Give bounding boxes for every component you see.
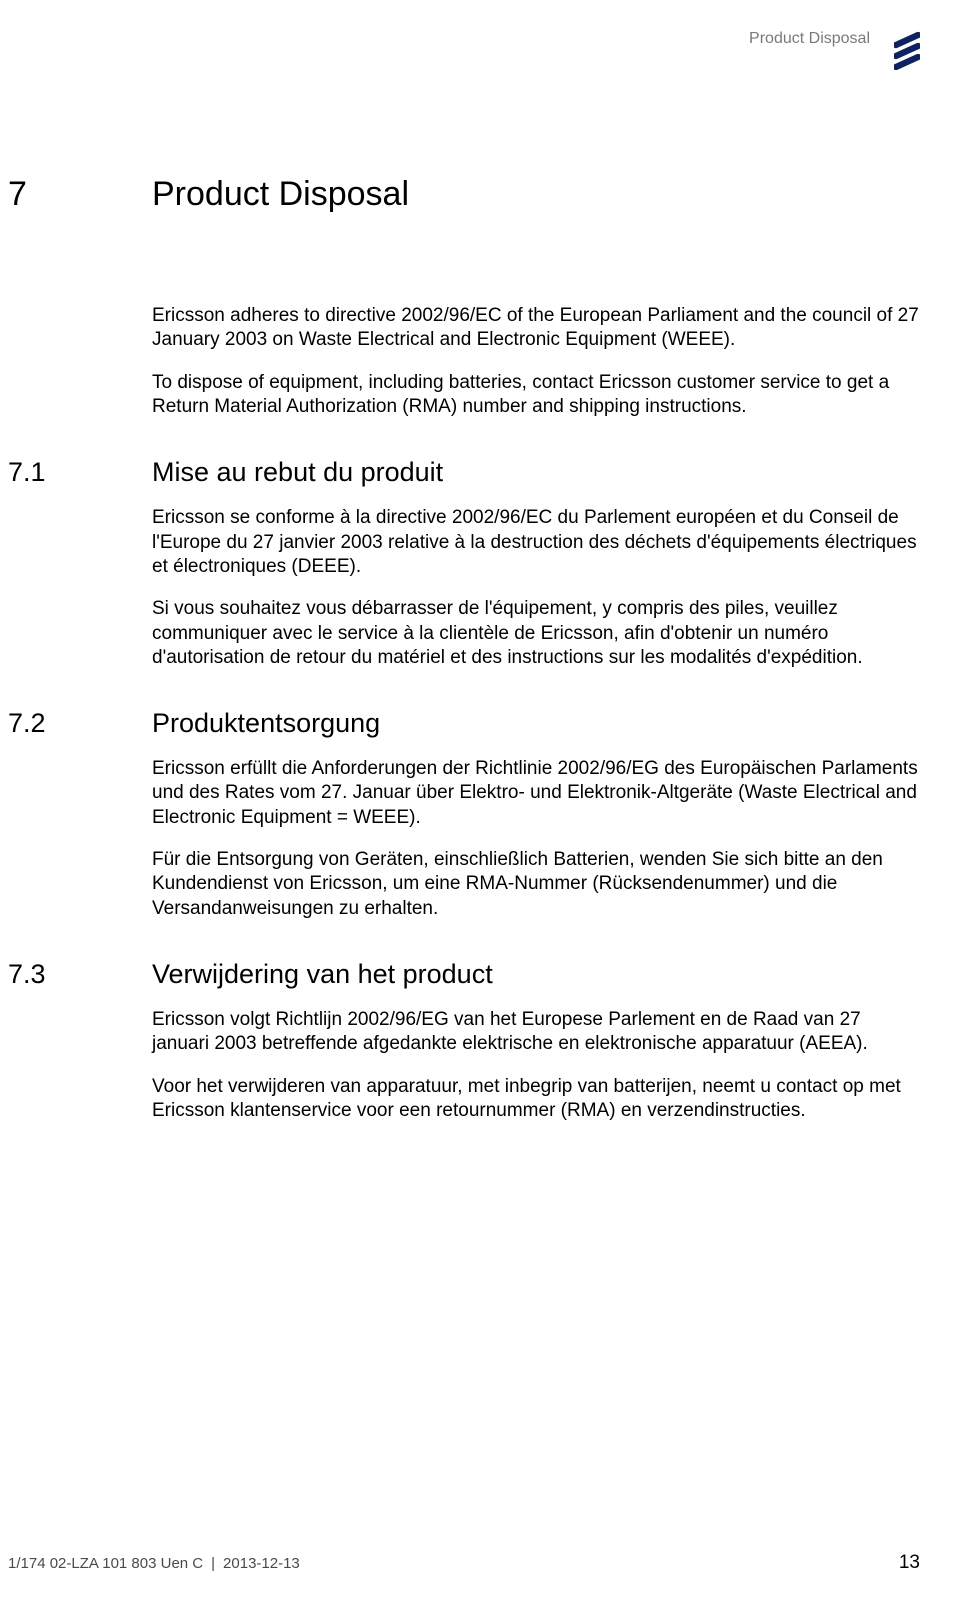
section-number: 7 <box>8 175 152 214</box>
subsection-title: Produktentsorgung <box>152 708 380 739</box>
subsection-title: Verwijdering van het product <box>152 959 493 990</box>
subsection-number: 7.3 <box>8 959 152 990</box>
footer-separator: | <box>211 1555 215 1572</box>
subsection-number: 7.1 <box>8 457 152 488</box>
page-content: 7 Product Disposal Ericsson adheres to d… <box>8 175 920 1141</box>
page-header: Product Disposal <box>749 30 920 70</box>
subsection-title: Mise au rebut du produit <box>152 457 443 488</box>
body-paragraph: Voor het verwijderen van apparatuur, met… <box>152 1075 920 1124</box>
body-paragraph: Ericsson erfüllt die Anforderungen der R… <box>152 757 920 830</box>
footer-doc-id: 1/174 02-LZA 101 803 Uen C <box>8 1555 203 1572</box>
document-page: Product Disposal 7 Product Disposal Eric… <box>0 0 976 1606</box>
body-paragraph: Si vous souhaitez vous débarrasser de l'… <box>152 597 920 670</box>
subsection-heading: 7.1 Mise au rebut du produit <box>8 457 920 488</box>
section-title: Product Disposal <box>152 175 409 214</box>
footer-left: 1/174 02-LZA 101 803 Uen C | 2013-12-13 <box>8 1555 300 1572</box>
footer-date: 2013-12-13 <box>223 1555 300 1572</box>
body-paragraph: Für die Entsorgung von Geräten, einschli… <box>152 848 920 921</box>
page-number: 13 <box>899 1552 920 1574</box>
subsection-heading: 7.3 Verwijdering van het product <box>8 959 920 990</box>
ericsson-logo-icon <box>894 30 920 70</box>
intro-paragraph: To dispose of equipment, including batte… <box>152 371 920 420</box>
subsection-heading: 7.2 Produktentsorgung <box>8 708 920 739</box>
section-heading: 7 Product Disposal <box>8 175 920 214</box>
header-section-title: Product Disposal <box>749 30 870 48</box>
body-paragraph: Ericsson volgt Richtlijn 2002/96/EG van … <box>152 1008 920 1057</box>
intro-paragraph: Ericsson adheres to directive 2002/96/EC… <box>152 304 920 353</box>
body-paragraph: Ericsson se conforme à la directive 2002… <box>152 506 920 579</box>
page-footer: 1/174 02-LZA 101 803 Uen C | 2013-12-13 … <box>8 1552 920 1574</box>
subsection-number: 7.2 <box>8 708 152 739</box>
